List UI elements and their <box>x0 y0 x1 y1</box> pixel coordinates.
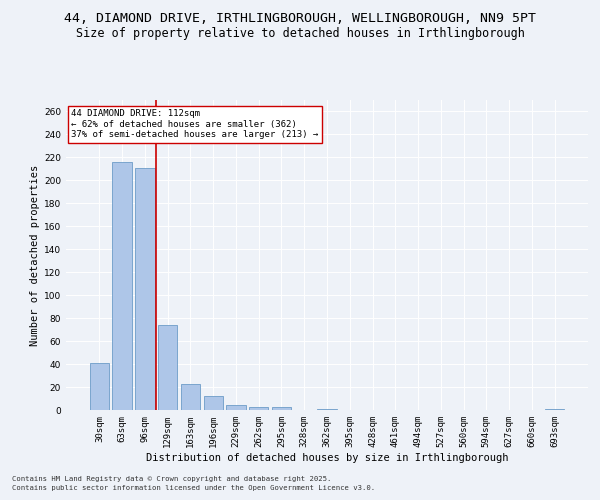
Bar <box>181 384 200 410</box>
Bar <box>545 409 564 410</box>
Text: Contains public sector information licensed under the Open Government Licence v3: Contains public sector information licen… <box>12 485 375 491</box>
Bar <box>135 168 155 410</box>
Bar <box>272 406 291 410</box>
Y-axis label: Number of detached properties: Number of detached properties <box>30 164 40 346</box>
Text: Size of property relative to detached houses in Irthlingborough: Size of property relative to detached ho… <box>76 28 524 40</box>
Bar <box>158 325 178 410</box>
Bar <box>317 409 337 410</box>
Bar <box>112 162 132 410</box>
X-axis label: Distribution of detached houses by size in Irthlingborough: Distribution of detached houses by size … <box>146 452 508 462</box>
Text: Contains HM Land Registry data © Crown copyright and database right 2025.: Contains HM Land Registry data © Crown c… <box>12 476 331 482</box>
Bar <box>226 406 245 410</box>
Text: 44 DIAMOND DRIVE: 112sqm
← 62% of detached houses are smaller (362)
37% of semi-: 44 DIAMOND DRIVE: 112sqm ← 62% of detach… <box>71 110 319 139</box>
Text: 44, DIAMOND DRIVE, IRTHLINGBOROUGH, WELLINGBOROUGH, NN9 5PT: 44, DIAMOND DRIVE, IRTHLINGBOROUGH, WELL… <box>64 12 536 26</box>
Bar <box>249 406 268 410</box>
Bar <box>90 363 109 410</box>
Bar <box>203 396 223 410</box>
